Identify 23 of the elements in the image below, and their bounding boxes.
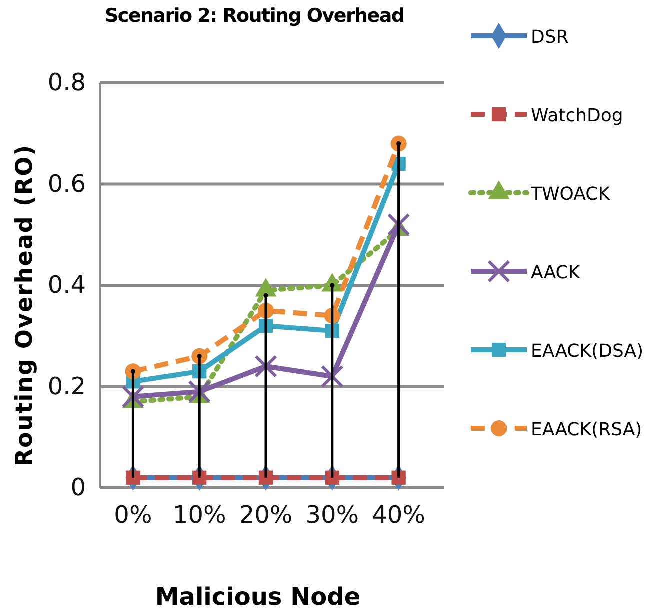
chart-title: Scenario 2: Routing Overhead — [105, 5, 405, 27]
y-tick-label: 0 — [70, 474, 86, 502]
legend-label: TWOACK — [530, 184, 612, 205]
point — [392, 470, 406, 485]
legend-label: DSR — [531, 27, 569, 48]
point — [126, 470, 140, 485]
point — [330, 283, 335, 288]
point — [264, 293, 268, 298]
y-tick-label: 0.4 — [48, 271, 86, 300]
y-axis-title: Routing Overhead (RO) — [12, 144, 38, 467]
legend-label: AACK — [531, 262, 582, 284]
y-tick-label: 0.6 — [48, 170, 86, 198]
legend-label: WatchDog — [531, 106, 624, 126]
y-tick-label: 0.2 — [48, 372, 86, 400]
x-tick-label: 30% — [306, 501, 360, 530]
y-tick-label: 0.8 — [48, 68, 86, 97]
x-tick-label: 0% — [114, 501, 152, 530]
legend-label: EAACK(RSA) — [531, 420, 642, 440]
x-tick-label: 40% — [372, 501, 426, 530]
x-tick-label: 10% — [172, 501, 226, 530]
x-axis-title: Malicious Node — [155, 583, 361, 611]
x-tick-label: 20% — [239, 501, 293, 530]
legend-label: EAACK(DSA) — [531, 341, 644, 362]
